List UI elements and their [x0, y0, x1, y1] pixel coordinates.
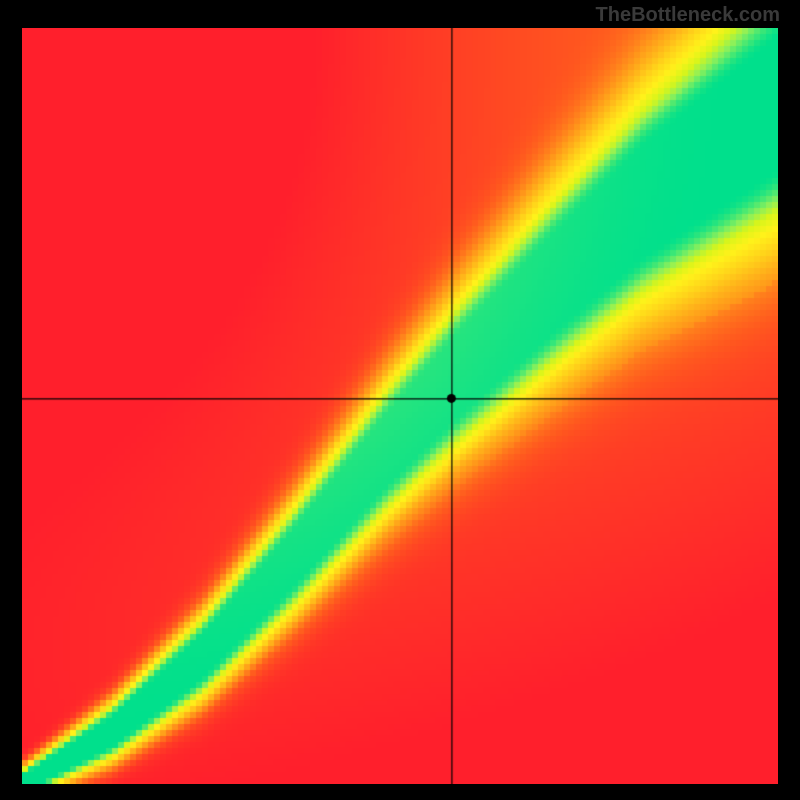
watermark-text: TheBottleneck.com: [596, 4, 780, 27]
heatmap-canvas: [22, 28, 778, 784]
chart-container: TheBottleneck.com: [0, 0, 800, 800]
plot-area: [22, 28, 778, 784]
